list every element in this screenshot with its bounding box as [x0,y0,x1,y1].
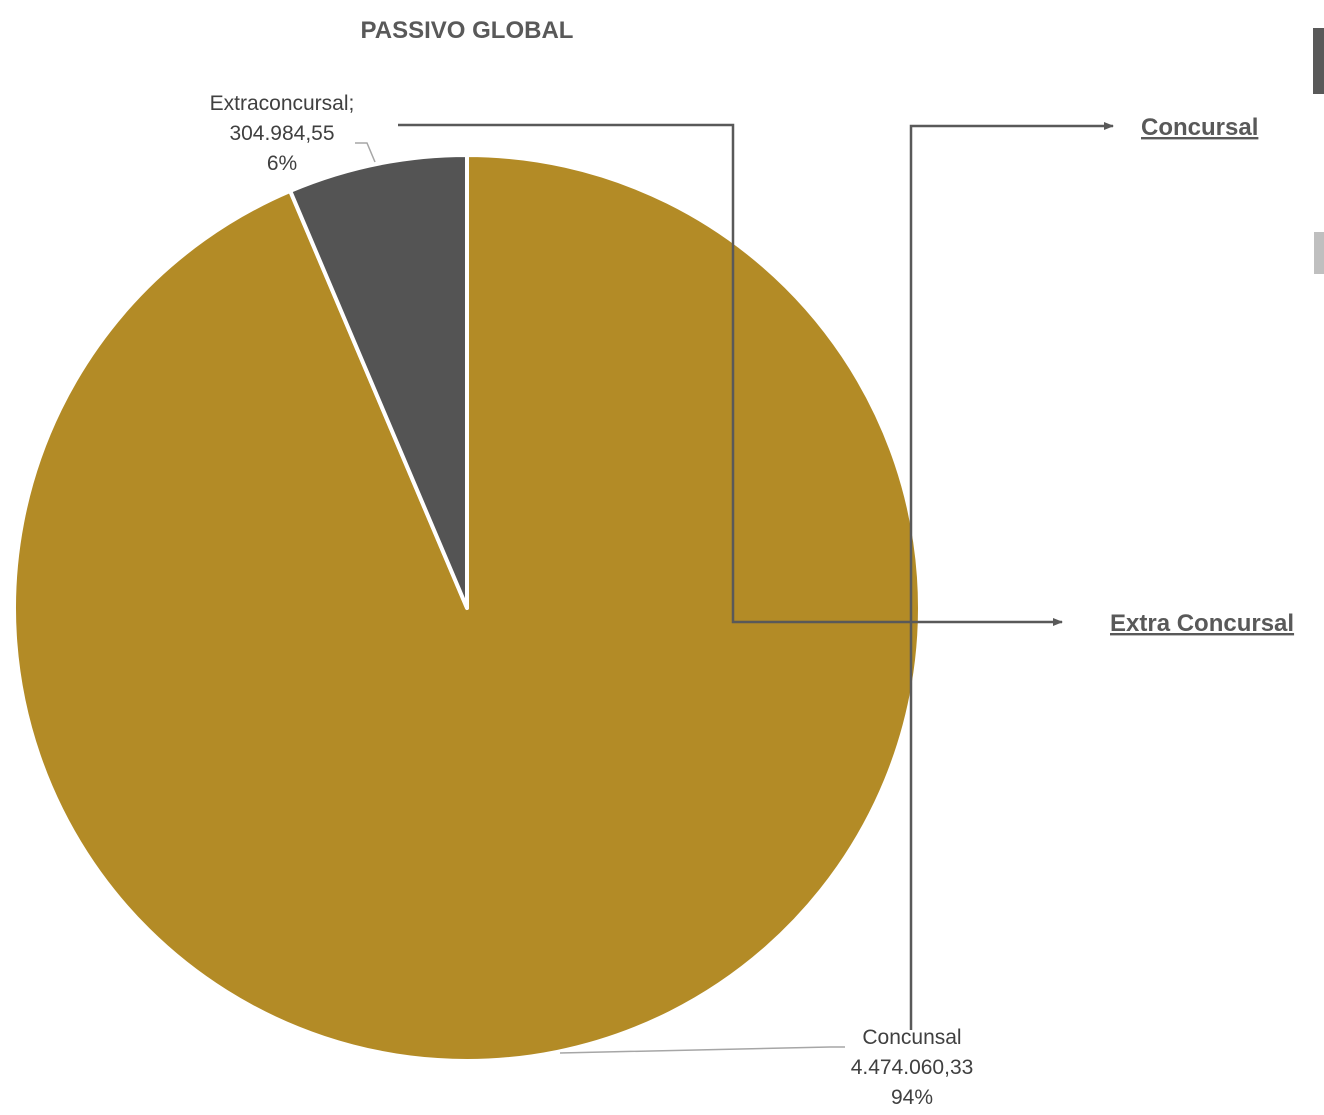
edge-bar-dark [1313,28,1324,94]
leader-line-extraconcursal [355,142,376,163]
data-label-extraconcursal-percent: 6% [267,152,297,175]
concursal-link[interactable]: Concursal [1141,114,1258,141]
data-label-extraconcursal-value: 304.984,55 [229,122,334,145]
data-label-concunsal-value: 4.474.060,33 [851,1056,974,1079]
pie-slice-extraconcursal [288,153,469,610]
edge-bar-light [1314,232,1324,274]
data-label-concunsal-percent: 94% [891,1086,933,1109]
data-label-extraconcursal-name: Extraconcursal; [210,92,355,115]
data-label-concunsal-name: Concunsal [862,1026,961,1049]
extra-concursal-link[interactable]: Extra Concursal [1110,610,1294,637]
leader-line-concunsal [559,1046,845,1054]
connector-arrow-extra-concursal [398,123,1063,626]
connector-arrow-concursal [909,122,1114,1030]
chart-title: PASSIVO GLOBAL [361,17,574,44]
